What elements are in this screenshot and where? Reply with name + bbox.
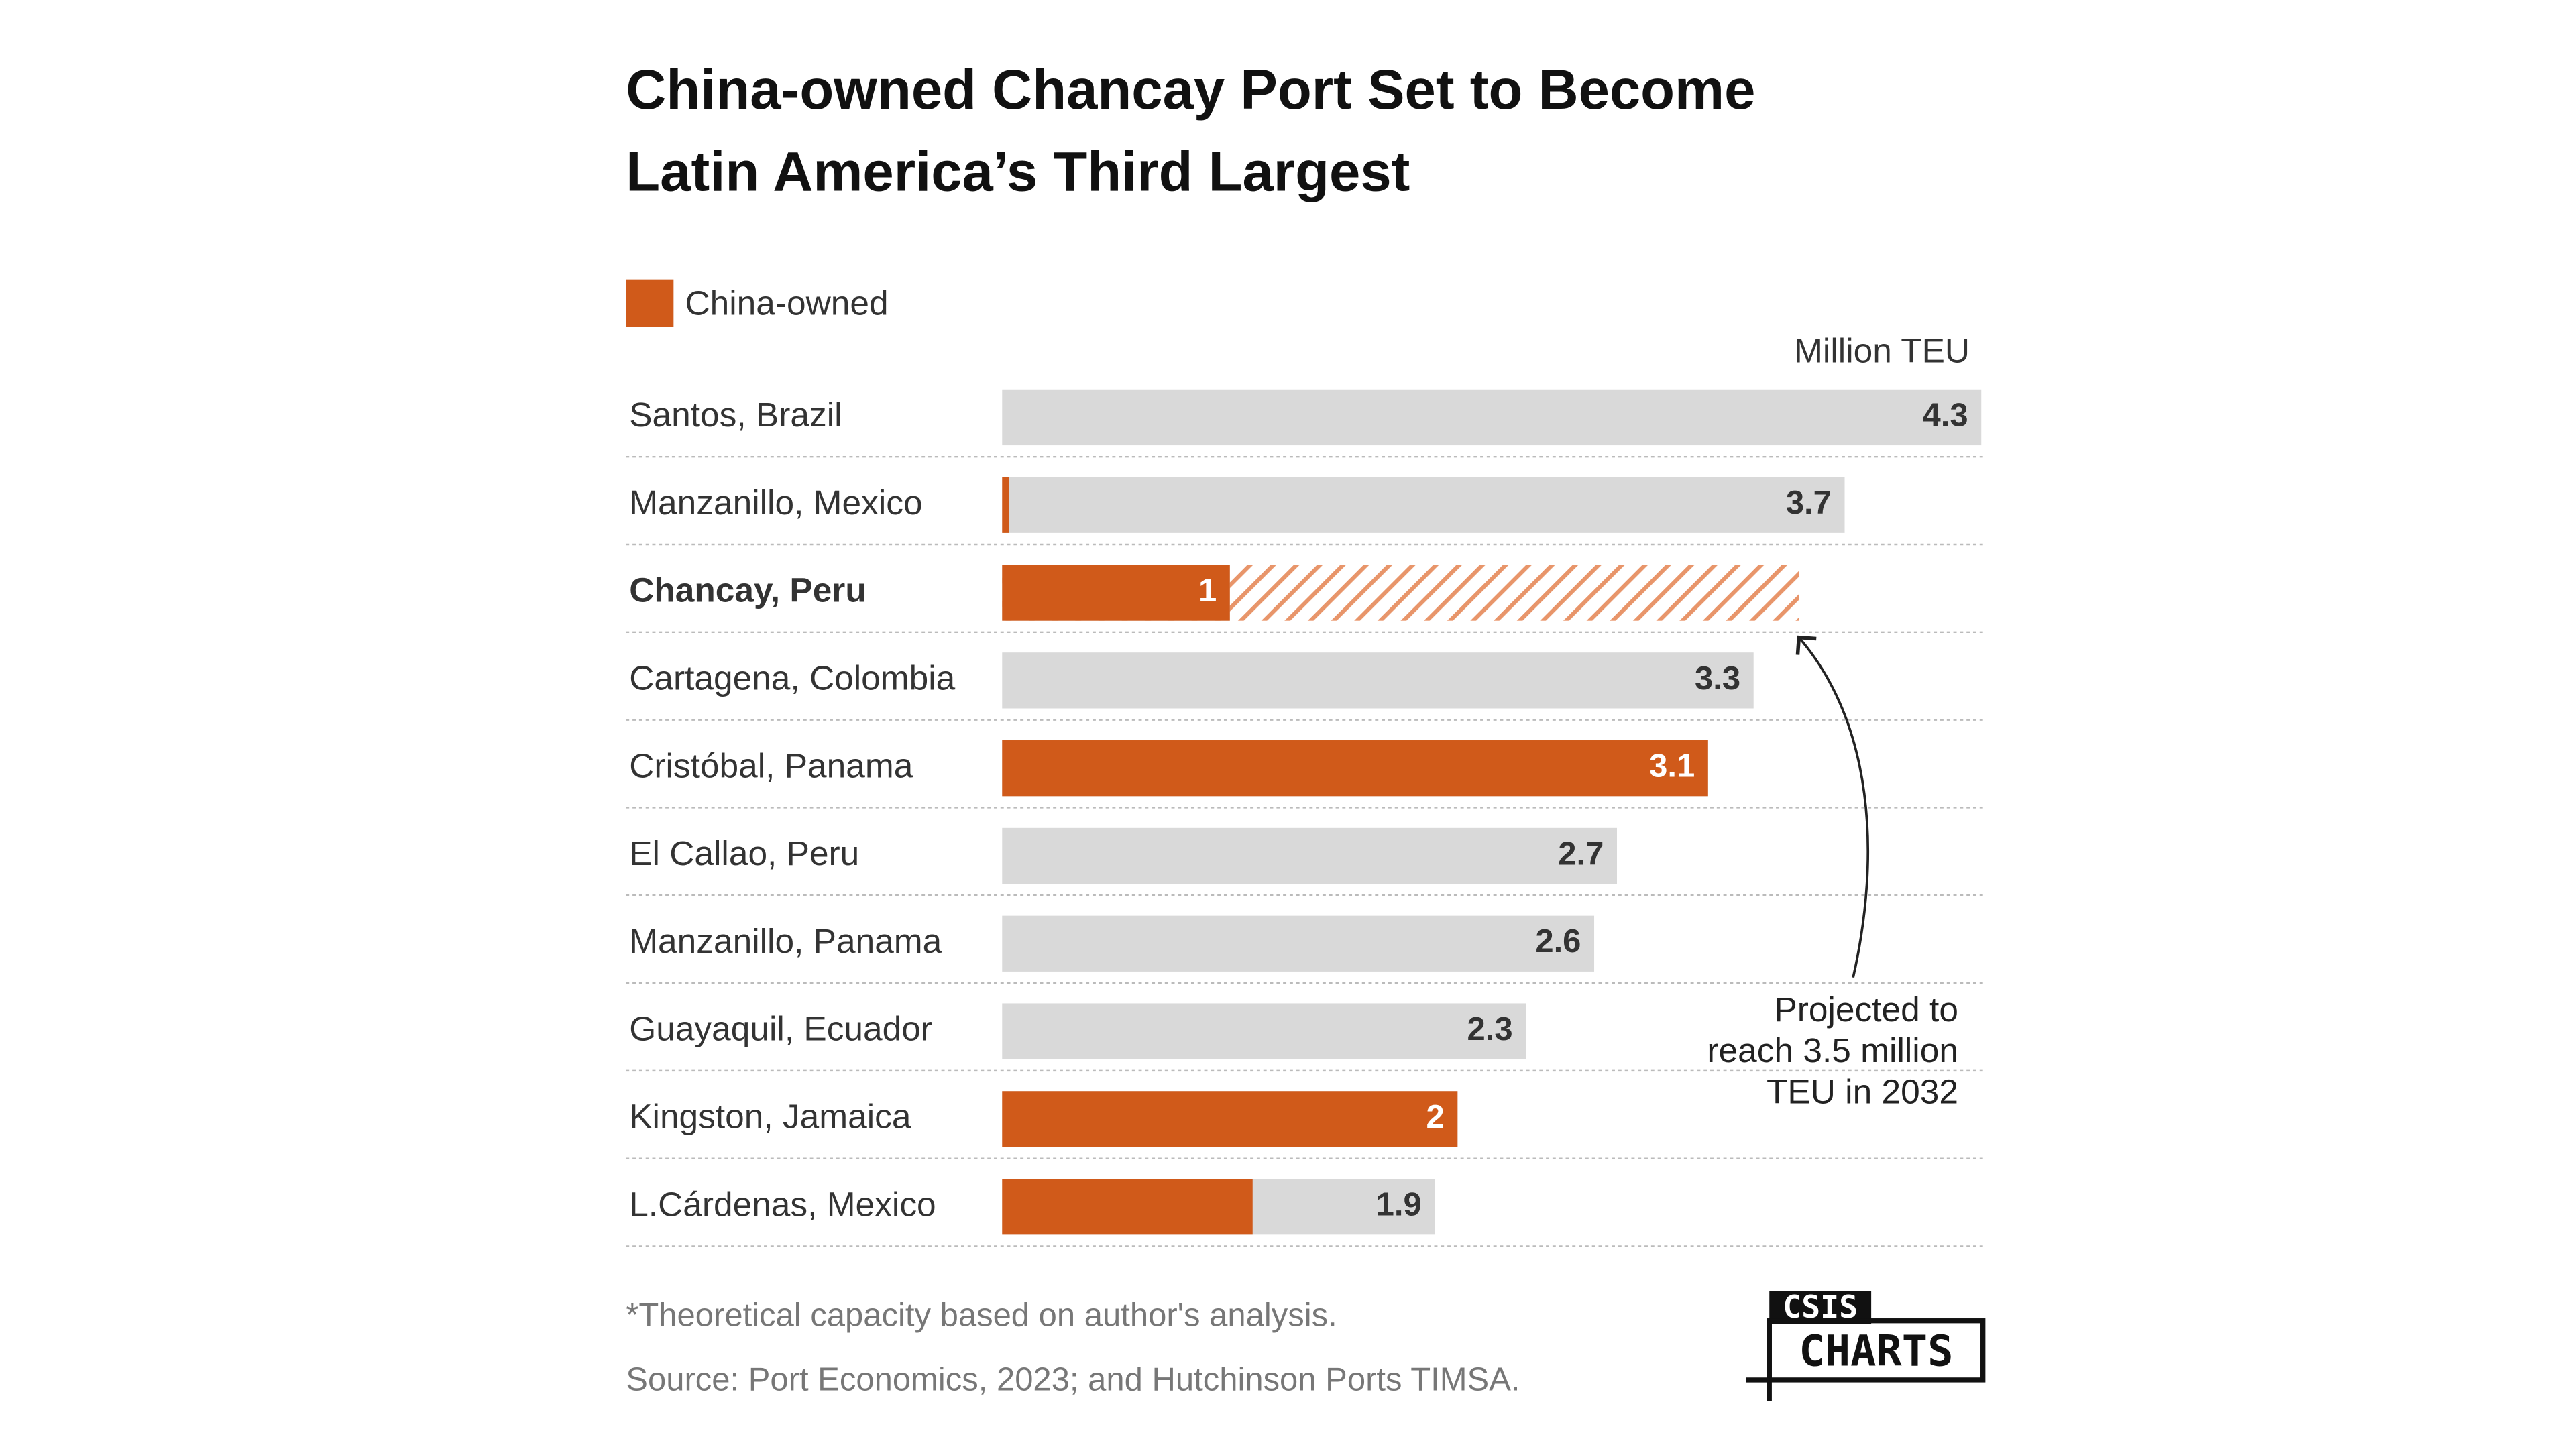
china-owned-bar <box>1002 565 1230 621</box>
logo-text: CHARTS <box>1799 1326 1953 1376</box>
total-bar <box>1002 389 1982 446</box>
china-owned-bar <box>1002 477 1009 533</box>
category-label: Manzanillo, Panama <box>629 921 942 960</box>
legend-swatch <box>626 279 674 327</box>
total-bar <box>1002 915 1595 972</box>
total-bar <box>1002 477 1845 533</box>
category-label: Chancay, Peru <box>629 571 866 610</box>
category-label: El Callao, Peru <box>629 833 859 872</box>
annotation: Projected to <box>1774 990 1958 1029</box>
category-label: Manzanillo, Mexico <box>629 483 922 522</box>
unit-label: Million TEU <box>1794 331 1970 369</box>
annotation-arrow <box>1795 635 1870 978</box>
value-label: 2.7 <box>1558 835 1604 872</box>
category-label: Cartagena, Colombia <box>629 658 955 697</box>
total-bar <box>1002 827 1617 884</box>
category-label: L.Cárdenas, Mexico <box>629 1184 936 1223</box>
china-owned-bar <box>1002 740 1708 797</box>
source: Source: Port Economics, 2023; and Hutchi… <box>626 1361 1520 1397</box>
chart-title: China-owned Chancay Port Set to Become <box>626 58 1755 121</box>
value-label: 1 <box>1198 573 1217 609</box>
value-label: 4.3 <box>1923 397 1968 433</box>
china-owned-bar <box>1002 1091 1458 1147</box>
legend-label: China-owned <box>685 283 888 322</box>
footnote: *Theoretical capacity based on author's … <box>626 1297 1337 1334</box>
value-label: 2.6 <box>1535 923 1581 960</box>
value-label: 2 <box>1426 1099 1444 1135</box>
total-bar <box>1002 652 1754 709</box>
total-bar <box>1002 1003 1526 1059</box>
annotation: reach 3.5 million <box>1707 1031 1958 1069</box>
value-label: 3.3 <box>1695 660 1740 697</box>
category-label: Kingston, Jamaica <box>629 1096 911 1135</box>
category-label: Cristóbal, Panama <box>629 746 913 785</box>
logo: CSIS CHARTS <box>1746 1289 1986 1401</box>
chart-title: Latin America’s Third Largest <box>626 140 1410 202</box>
annotation: TEU in 2032 <box>1767 1071 1958 1110</box>
category-label: Guayaquil, Ecuador <box>629 1009 932 1048</box>
value-label: 2.3 <box>1467 1011 1512 1047</box>
value-label: 3.7 <box>1786 485 1832 521</box>
value-label: 1.9 <box>1376 1187 1422 1223</box>
category-label: Santos, Brazil <box>629 395 842 434</box>
value-label: 3.1 <box>1649 748 1695 785</box>
china-owned-bar <box>1002 1179 1253 1235</box>
